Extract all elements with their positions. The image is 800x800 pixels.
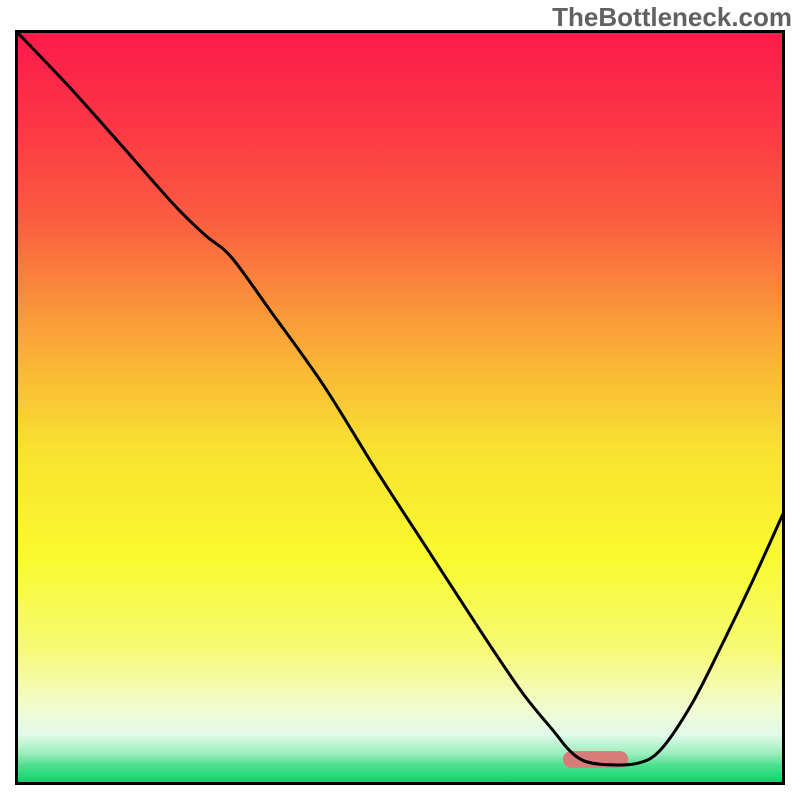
- plot-background: [17, 32, 784, 784]
- chart-container: [15, 30, 785, 785]
- chart-svg: [15, 30, 785, 785]
- watermark-text: TheBottleneck.com: [552, 2, 792, 33]
